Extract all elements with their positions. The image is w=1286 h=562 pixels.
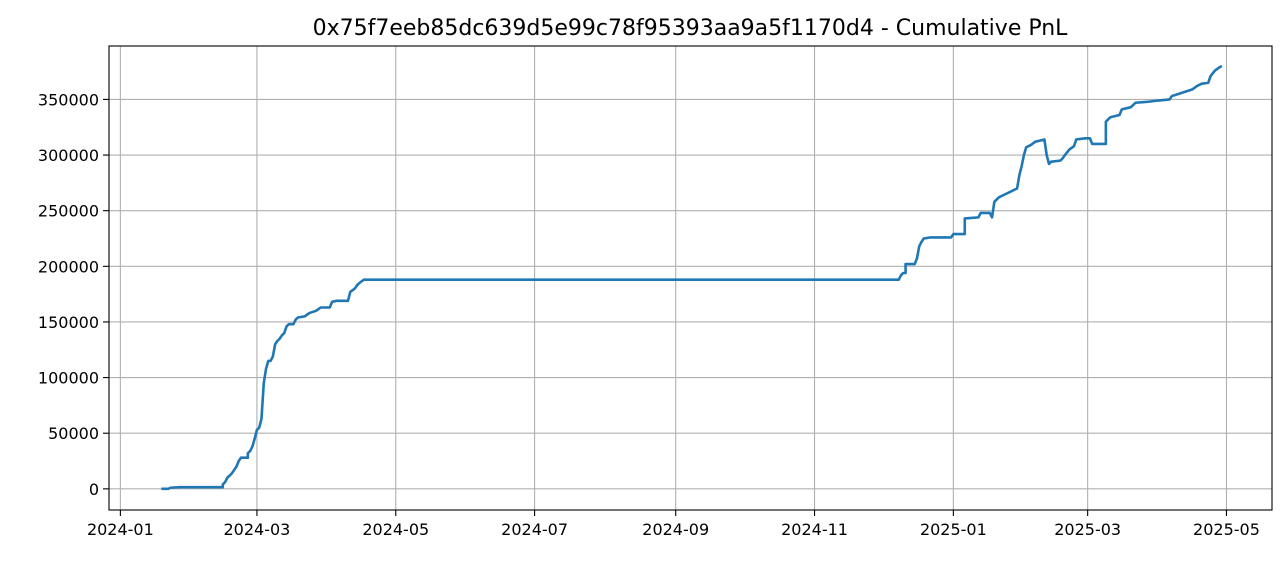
x-tick-label: 2024-07 [501,520,568,539]
x-tick-label: 2024-01 [87,520,154,539]
x-tick-label: 2024-09 [642,520,709,539]
y-tick-label: 250000 [38,202,99,221]
cumulative-pnl-line [161,64,1223,491]
y-tick-label: 0 [89,480,99,499]
x-tick-label: 2025-03 [1054,520,1121,539]
series-layer [161,64,1223,491]
x-tick-label: 2024-03 [224,520,291,539]
y-tick-label: 300000 [38,146,99,165]
x-tick-label: 2025-05 [1193,520,1260,539]
y-tick-label: 200000 [38,257,99,276]
y-tick-label: 350000 [38,90,99,109]
x-tick-label: 2024-05 [362,520,429,539]
plot-frame [108,45,1273,511]
x-tick-label: 2024-11 [781,520,848,539]
x-tick-label: 2025-01 [920,520,987,539]
y-tick-label: 50000 [48,424,99,443]
axis-ticks: 2024-01 2024-03 2024-05 2024-07 2024-09 2024-… [38,90,1260,539]
chart-title: 0x75f7eeb85dc639d5e99c78f95393aa9a5f1170… [313,16,1069,41]
grid-lines [109,46,1272,510]
y-tick-label: 150000 [38,313,99,332]
y-tick-label: 100000 [38,369,99,388]
